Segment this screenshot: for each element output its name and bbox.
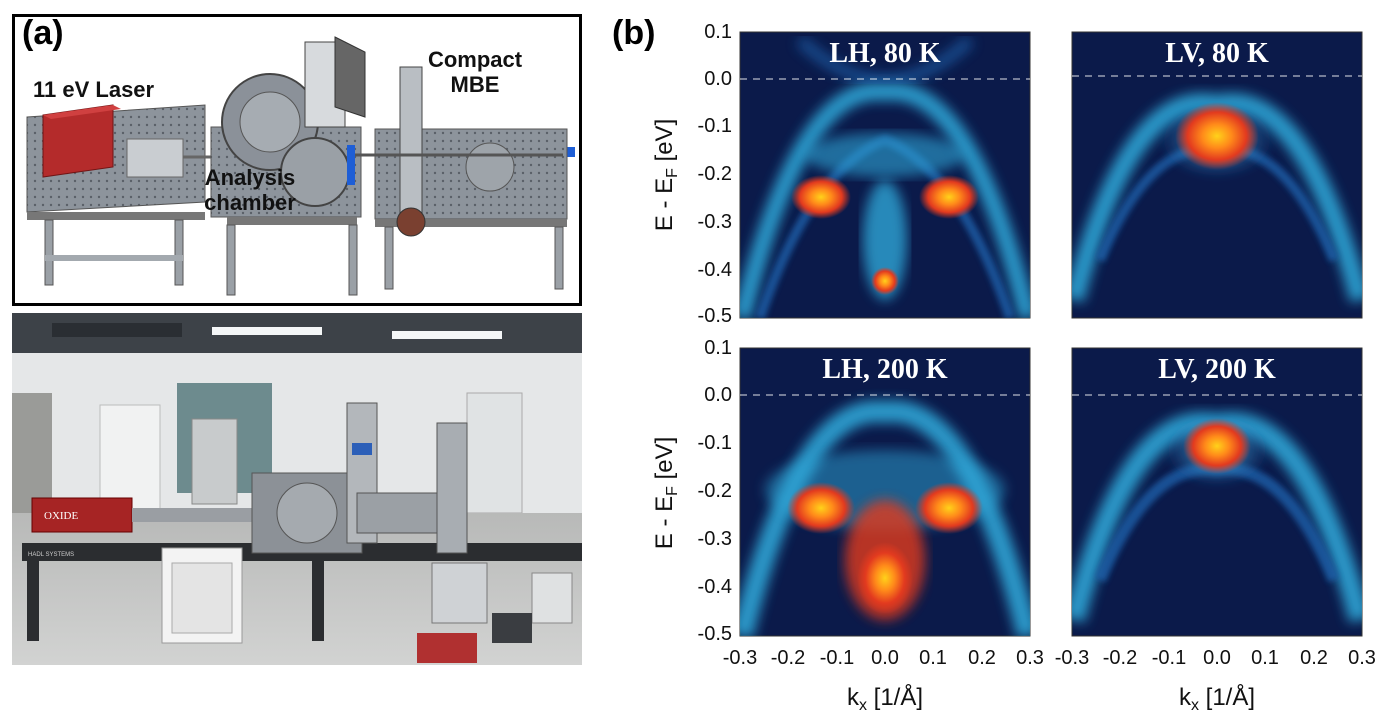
x-tick: -0.3: [1055, 647, 1089, 669]
analysis-label-line2: chamber: [204, 190, 296, 215]
lab-photo-drawing: OXIDE HADL SYSTEMS: [12, 313, 582, 665]
x-tick: 0.1: [919, 647, 947, 669]
plot-lh-80k: LH, 80 K: [739, 31, 1031, 319]
hotspot-center: [1175, 102, 1259, 170]
hotspot-right: [919, 175, 979, 219]
hotspot-bottom: [871, 267, 899, 295]
y-tick: -0.2: [698, 163, 732, 185]
x-axis-label-left: kx [1/Å]: [847, 683, 923, 714]
mbe-label: Compact MBE: [410, 47, 540, 97]
y-tick: 0.0: [704, 68, 732, 90]
mbe-label-line1: Compact: [427, 47, 523, 72]
y-ticks-top: 0.1 0.0 -0.1 -0.2 -0.3 -0.4 -0.5: [698, 21, 732, 327]
x-tick: 0.0: [871, 647, 899, 669]
x-ticks-left: -0.3 -0.2 -0.1 0.0 0.1 0.2 0.3: [723, 647, 1044, 669]
hotspot-center: [1183, 418, 1251, 474]
plot-title-lv-80k: LV, 80 K: [1165, 38, 1269, 69]
y-tick: -0.1: [698, 432, 732, 454]
analysis-chamber-label: Analysis chamber: [195, 165, 305, 215]
x-tick: -0.3: [723, 647, 757, 669]
lab-photo: OXIDE HADL SYSTEMS: [12, 313, 582, 665]
x-tick: 0.0: [1203, 647, 1231, 669]
mbe-label-line2: MBE: [450, 72, 500, 97]
x-tick: 0.1: [1251, 647, 1279, 669]
x-tick: 0.3: [1016, 647, 1044, 669]
y-tick: -0.5: [698, 623, 732, 645]
y-tick: -0.1: [698, 115, 732, 137]
y-tick: -0.4: [698, 576, 732, 598]
oxide-label: OXIDE: [44, 510, 78, 522]
x-tick: -0.2: [771, 647, 805, 669]
x-tick: 0.2: [1300, 647, 1328, 669]
y-tick: -0.4: [698, 259, 732, 281]
y-tick: 0.1: [704, 21, 732, 43]
plot-lv-200k: LV, 200 K: [1071, 347, 1363, 637]
plot-lv-80k: LV, 80 K: [1071, 31, 1363, 319]
y-axis-label-bottom: E - EF [eV]: [651, 437, 681, 549]
x-tick: -0.2: [1103, 647, 1137, 669]
hotspot-left: [787, 482, 855, 534]
hotspot-bottom: [857, 542, 913, 614]
y-axis-label-top: E - EF [eV]: [651, 119, 681, 231]
analysis-label-line1: Analysis: [204, 165, 296, 190]
y-tick: -0.2: [698, 480, 732, 502]
x-ticks-right: -0.3 -0.2 -0.1 0.0 0.1 0.2 0.3: [1055, 647, 1376, 669]
x-tick: -0.1: [820, 647, 854, 669]
y-tick: -0.3: [698, 211, 732, 233]
x-tick: 0.2: [968, 647, 996, 669]
panel-b-label: (b): [612, 14, 656, 52]
y-tick: 0.1: [704, 337, 732, 359]
hotspot-left: [791, 175, 851, 219]
vendor-label: HADL SYSTEMS: [28, 552, 74, 558]
schematic-panel: 11 eV Laser Analysis chamber Compact MBE: [12, 14, 582, 306]
x-axis-label-right: kx [1/Å]: [1179, 683, 1255, 714]
x-tick: -0.1: [1152, 647, 1186, 669]
y-tick: 0.0: [704, 384, 732, 406]
y-ticks-bottom: 0.1 0.0 -0.1 -0.2 -0.3 -0.4 -0.5: [698, 337, 732, 645]
y-tick: -0.3: [698, 528, 732, 550]
plot-lh-200k: LH, 200 K: [739, 347, 1031, 637]
plot-title-lv-200k: LV, 200 K: [1158, 354, 1276, 385]
laser-label: 11 eV Laser: [33, 77, 155, 102]
plot-title-lh-200k: LH, 200 K: [822, 354, 947, 385]
panel-a-label: (a): [22, 14, 64, 52]
hotspot-right: [915, 482, 983, 534]
y-tick: -0.5: [698, 305, 732, 327]
x-tick: 0.3: [1348, 647, 1376, 669]
plot-title-lh-80k: LH, 80 K: [829, 38, 940, 69]
system-schematic-drawing: [26, 36, 575, 296]
